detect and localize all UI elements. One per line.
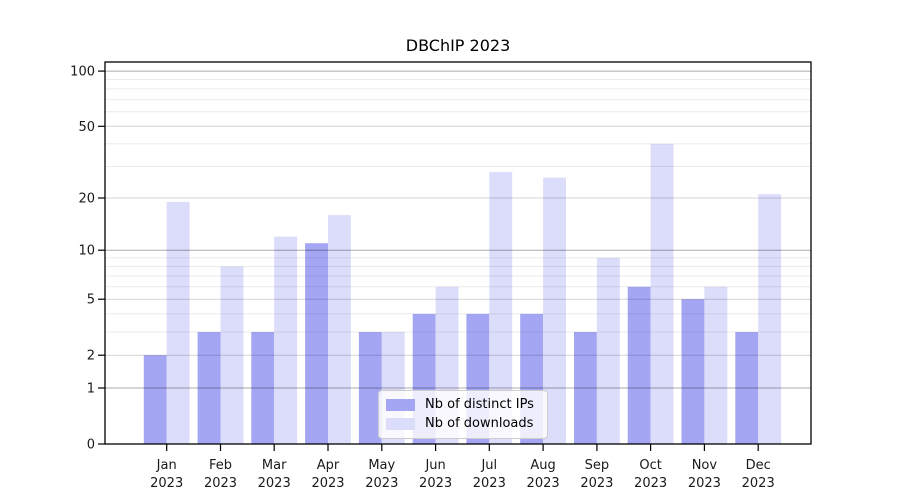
- y-tick-label-2: 2: [87, 349, 95, 364]
- x-tick-label-year-May: 2023: [365, 476, 398, 491]
- legend: Nb of distinct IPs Nb of downloads: [378, 390, 548, 439]
- bar-downloads-Sep: [596, 257, 620, 444]
- bar-downloads-Mar: [274, 236, 298, 444]
- chart-title: DBChIP 2023: [405, 36, 511, 55]
- x-tick-label-Nov: Nov: [692, 458, 718, 473]
- x-tick-label-Aug: Aug: [530, 458, 555, 473]
- x-tick-label-year-Jan: 2023: [150, 476, 183, 491]
- y-tick-label-0: 0: [87, 438, 95, 453]
- legend-item-downloads: Nb of downloads: [386, 414, 539, 433]
- x-tick-label-year-Oct: 2023: [634, 476, 667, 491]
- bar-distinct-ips-Mar: [251, 332, 275, 444]
- x-tick-label-year-Aug: 2023: [527, 476, 560, 491]
- bar-distinct-ips-Jan: [143, 355, 167, 444]
- bar-downloads-Apr: [328, 215, 351, 444]
- bar-distinct-ips-Nov: [681, 299, 705, 444]
- x-tick-label-year-Jul: 2023: [473, 476, 506, 491]
- x-tick-label-Jul: Jul: [480, 458, 497, 473]
- x-tick-label-year-Dec: 2023: [742, 476, 775, 491]
- x-tick-label-year-Jun: 2023: [419, 476, 452, 491]
- x-tick-label-Apr: Apr: [317, 458, 340, 473]
- bar-distinct-ips-Apr: [305, 243, 328, 444]
- y-tick-label-20: 20: [78, 192, 95, 207]
- y-tick-label-1: 1: [87, 382, 95, 397]
- plot-border: [104, 61, 812, 445]
- bar-downloads-Dec: [758, 194, 782, 444]
- x-tick-label-Sep: Sep: [585, 458, 610, 473]
- x-tick-label-Feb: Feb: [209, 458, 232, 473]
- bar-distinct-ips-Oct: [627, 286, 651, 444]
- x-tick-label-year-Nov: 2023: [688, 476, 721, 491]
- bar-downloads-Jan: [166, 201, 190, 444]
- bar-distinct-ips-May: [358, 332, 382, 444]
- x-tick-label-year-Mar: 2023: [258, 476, 291, 491]
- bar-downloads-Jul: [489, 171, 513, 444]
- bar-distinct-ips-Sep: [574, 332, 597, 444]
- bar-downloads-Nov: [704, 286, 728, 444]
- bar-downloads-Oct: [650, 143, 674, 444]
- x-tick-label-Mar: Mar: [262, 458, 287, 473]
- bar-distinct-ips-Feb: [197, 332, 221, 444]
- x-tick-label-Oct: Oct: [639, 458, 661, 473]
- x-tick-label-Jun: Jun: [424, 458, 445, 473]
- bar-distinct-ips-Dec: [735, 332, 759, 444]
- legend-label-downloads: Nb of downloads: [425, 416, 534, 431]
- y-tick-label-50: 50: [78, 120, 95, 135]
- x-tick-label-year-Sep: 2023: [580, 476, 613, 491]
- x-tick-label-Dec: Dec: [746, 458, 771, 473]
- legend-swatch-distinct-ips: [386, 398, 415, 411]
- legend-item-distinct-ips: Nb of distinct IPs: [386, 395, 539, 414]
- bar-downloads-Feb: [220, 266, 244, 444]
- legend-label-distinct-ips: Nb of distinct IPs: [425, 397, 534, 412]
- x-tick-label-May: May: [368, 458, 395, 473]
- bar-downloads-Aug: [543, 177, 566, 444]
- y-tick-label-100: 100: [70, 65, 95, 80]
- x-tick-label-year-Apr: 2023: [311, 476, 344, 491]
- x-tick-label-Jan: Jan: [156, 458, 177, 473]
- y-tick-label-10: 10: [78, 244, 95, 259]
- legend-swatch-downloads: [386, 417, 415, 430]
- x-tick-label-year-Feb: 2023: [204, 476, 237, 491]
- y-tick-label-5: 5: [87, 293, 95, 308]
